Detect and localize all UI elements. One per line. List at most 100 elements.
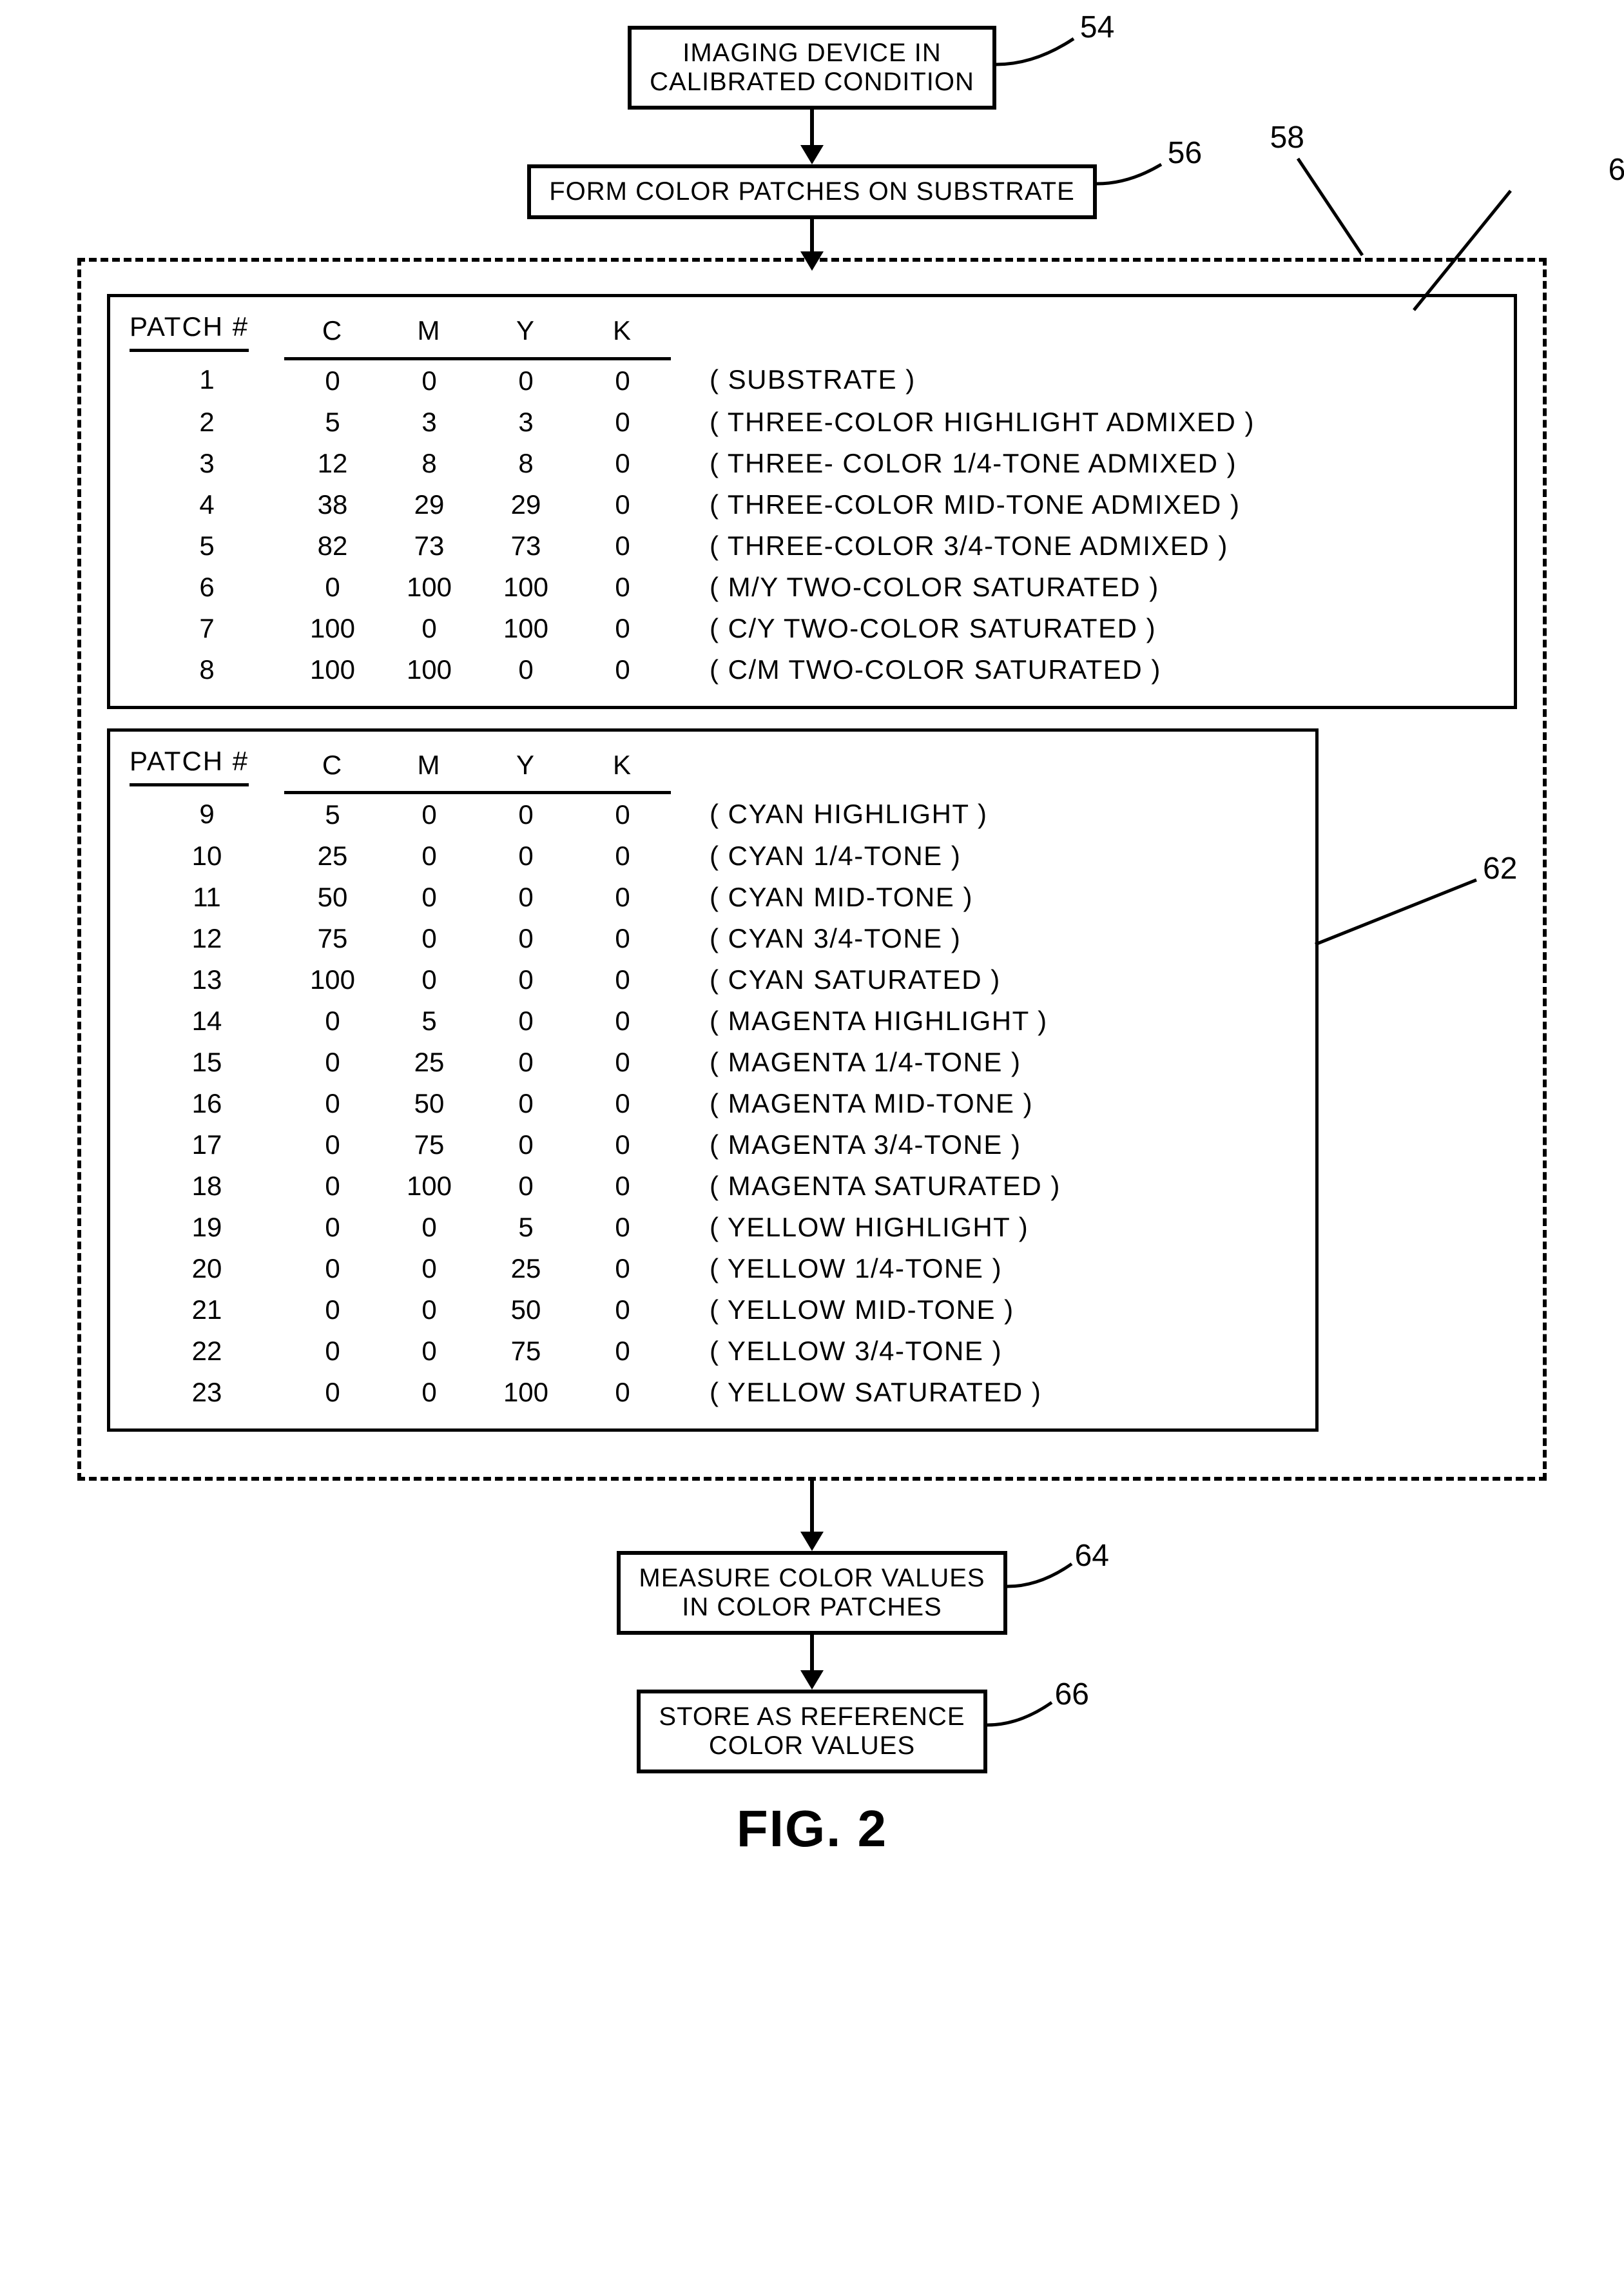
table-cell: 8 bbox=[130, 649, 284, 690]
table-cell: 13 bbox=[130, 959, 284, 1000]
box-64-measure-color: MEASURE COLOR VALUES IN COLOR PATCHES bbox=[617, 1551, 1007, 1635]
arrow-64-66-shaft bbox=[810, 1635, 814, 1670]
table-cell: 100 bbox=[478, 1372, 574, 1413]
table-cell: ( YELLOW MID-TONE ) bbox=[671, 1289, 1296, 1331]
table-cell: ( MAGENTA SATURATED ) bbox=[671, 1165, 1296, 1207]
table-cell: 0 bbox=[284, 567, 381, 608]
table-cell: 100 bbox=[478, 608, 574, 649]
table-cell: 0 bbox=[284, 1289, 381, 1331]
table-cell: 0 bbox=[381, 918, 478, 959]
table-row: 1275000( CYAN 3/4-TONE ) bbox=[130, 918, 1296, 959]
table-cell: ( CYAN HIGHLIGHT ) bbox=[671, 793, 1296, 836]
table-cell: 0 bbox=[574, 567, 671, 608]
table-cell: 0 bbox=[574, 793, 671, 836]
table-cell: 0 bbox=[478, 1000, 574, 1042]
table-cell: 0 bbox=[284, 1248, 381, 1289]
table-cell: ( CYAN 3/4-TONE ) bbox=[671, 918, 1296, 959]
ref-54: 54 bbox=[1080, 10, 1114, 45]
table-cell: 0 bbox=[574, 1207, 671, 1248]
table-cell: 0 bbox=[574, 1124, 671, 1165]
table-cell: ( MAGENTA MID-TONE ) bbox=[671, 1083, 1296, 1124]
table-cell: 0 bbox=[478, 877, 574, 918]
box-56-form-color-patches: FORM COLOR PATCHES ON SUBSTRATE bbox=[527, 164, 1097, 219]
th-y-2: Y bbox=[478, 743, 574, 793]
leader-62 bbox=[1315, 873, 1483, 951]
table-cell: 0 bbox=[478, 959, 574, 1000]
table-cell: ( MAGENTA 3/4-TONE ) bbox=[671, 1124, 1296, 1165]
table-cell: 6 bbox=[130, 567, 284, 608]
table-row: 1025000( CYAN 1/4-TONE ) bbox=[130, 835, 1296, 877]
table-row: 43829290( THREE-COLOR MID-TONE ADMIXED ) bbox=[130, 484, 1494, 525]
table-cell: 23 bbox=[130, 1372, 284, 1413]
table-cell: ( YELLOW 1/4-TONE ) bbox=[671, 1248, 1296, 1289]
th-k: K bbox=[574, 309, 671, 358]
table-cell: 100 bbox=[284, 959, 381, 1000]
table-2-header-row: PATCH # C M Y K bbox=[130, 743, 1296, 793]
table-cell: 2 bbox=[130, 402, 284, 443]
table-row: 25330( THREE-COLOR HIGHLIGHT ADMIXED ) bbox=[130, 402, 1494, 443]
arrow-58-64-head bbox=[800, 1532, 824, 1551]
table-cell: 100 bbox=[284, 608, 381, 649]
table-cell: 25 bbox=[478, 1248, 574, 1289]
table-cell: 0 bbox=[284, 1165, 381, 1207]
leader-56 bbox=[1097, 161, 1226, 200]
table-cell: 12 bbox=[284, 443, 381, 484]
table-row: 1707500( MAGENTA 3/4-TONE ) bbox=[130, 1124, 1296, 1165]
table-cell: ( THREE- COLOR 1/4-TONE ADMIXED ) bbox=[671, 443, 1494, 484]
table-cell: 100 bbox=[284, 649, 381, 690]
table-cell: 0 bbox=[381, 358, 478, 402]
arrow-58-64-shaft bbox=[810, 1477, 814, 1532]
arrow-54-56-shaft bbox=[810, 110, 814, 145]
table-row: 23001000( YELLOW SATURATED ) bbox=[130, 1372, 1296, 1413]
table-row: 810010000( C/M TWO-COLOR SATURATED ) bbox=[130, 649, 1494, 690]
table-row: 710001000( C/Y TWO-COLOR SATURATED ) bbox=[130, 608, 1494, 649]
table-cell: 75 bbox=[284, 918, 381, 959]
table-cell: ( C/M TWO-COLOR SATURATED ) bbox=[671, 649, 1494, 690]
table-cell: 73 bbox=[381, 525, 478, 567]
table-cell: 0 bbox=[574, 1248, 671, 1289]
table-row: 190050( YELLOW HIGHLIGHT ) bbox=[130, 1207, 1296, 1248]
th-c-2: C bbox=[284, 743, 381, 793]
table-cell: ( MAGENTA 1/4-TONE ) bbox=[671, 1042, 1296, 1083]
patch-table-1: PATCH # C M Y K 10000( SUBSTRATE )25330(… bbox=[130, 309, 1494, 690]
table-row: 2100500( YELLOW MID-TONE ) bbox=[130, 1289, 1296, 1331]
table-cell: 0 bbox=[574, 358, 671, 402]
table-cell: 73 bbox=[478, 525, 574, 567]
arrow-54-56-head bbox=[800, 145, 824, 164]
table-cell: 50 bbox=[478, 1289, 574, 1331]
table-cell: 0 bbox=[574, 402, 671, 443]
table-cell: 0 bbox=[574, 1165, 671, 1207]
table-cell: 0 bbox=[284, 1000, 381, 1042]
table-cell: 100 bbox=[478, 567, 574, 608]
table-cell: 0 bbox=[284, 358, 381, 402]
table-cell: 11 bbox=[130, 877, 284, 918]
table-cell: 25 bbox=[284, 835, 381, 877]
table-cell: 18 bbox=[130, 1165, 284, 1207]
table-cell: 5 bbox=[284, 793, 381, 836]
table-cell: 15 bbox=[130, 1042, 284, 1083]
table-cell: 4 bbox=[130, 484, 284, 525]
table-cell: 0 bbox=[381, 959, 478, 1000]
box-66-store-reference: STORE AS REFERENCE COLOR VALUES bbox=[637, 1690, 987, 1773]
table-row: 2000250( YELLOW 1/4-TONE ) bbox=[130, 1248, 1296, 1289]
table-cell: 14 bbox=[130, 1000, 284, 1042]
table-cell: 0 bbox=[381, 793, 478, 836]
table-cell: 19 bbox=[130, 1207, 284, 1248]
table-cell: 50 bbox=[284, 877, 381, 918]
table-cell: 0 bbox=[381, 1331, 478, 1372]
table-cell: 0 bbox=[478, 1124, 574, 1165]
table-cell: 0 bbox=[284, 1042, 381, 1083]
table-cell: 100 bbox=[381, 649, 478, 690]
table-cell: 10 bbox=[130, 835, 284, 877]
table-cell: ( M/Y TWO-COLOR SATURATED ) bbox=[671, 567, 1494, 608]
table-cell: 0 bbox=[381, 1289, 478, 1331]
table-cell: 0 bbox=[574, 649, 671, 690]
table-cell: ( SUBSTRATE ) bbox=[671, 358, 1494, 402]
ref-64: 64 bbox=[1075, 1538, 1109, 1574]
table-cell: ( YELLOW SATURATED ) bbox=[671, 1372, 1296, 1413]
table-cell: 0 bbox=[381, 1372, 478, 1413]
table-cell: 21 bbox=[130, 1289, 284, 1331]
table-row: 1150000( CYAN MID-TONE ) bbox=[130, 877, 1296, 918]
table-cell: 0 bbox=[574, 1000, 671, 1042]
table-cell: 0 bbox=[381, 1207, 478, 1248]
